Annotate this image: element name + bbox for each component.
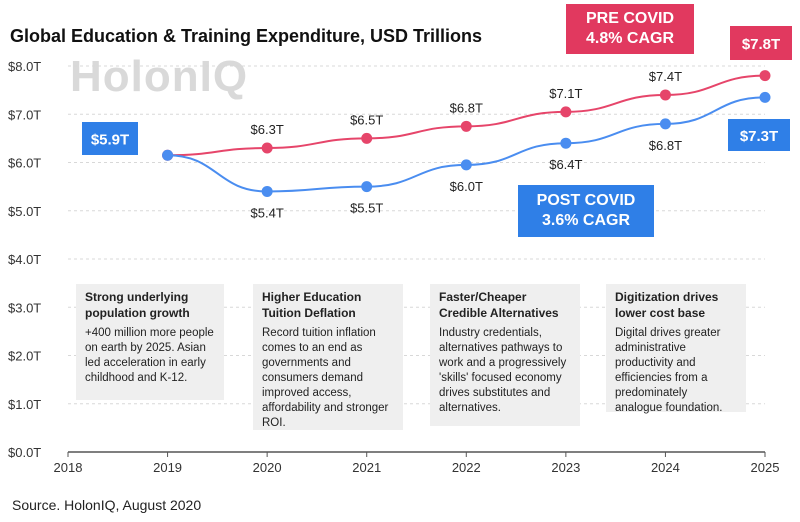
pre-covid-callout-line2: 4.8% CAGR: [585, 30, 675, 47]
annotation-heading: Faster/Cheaper Credible Alternatives: [439, 290, 559, 320]
annotation-body: Industry credentials, alternatives pathw…: [439, 327, 567, 414]
pre-covid-point: [659, 89, 671, 101]
watermark-logo: HolonIQ: [70, 52, 249, 101]
post-covid-point: [560, 137, 572, 149]
annotation-heading: Strong underlying population growth: [85, 290, 190, 320]
x-tick-label: 2018: [54, 460, 83, 475]
x-tick-label: 2023: [551, 460, 580, 475]
post-covid-data-label: $6.4T: [549, 157, 582, 172]
post-covid-point: [261, 185, 273, 197]
post-covid-point: [162, 149, 174, 161]
x-tick-label: 2024: [651, 460, 680, 475]
post-covid-end-label: $7.3T: [740, 128, 778, 145]
y-tick-label: $7.0T: [8, 107, 41, 122]
pre-covid-callout-line1: PRE COVID: [585, 10, 674, 27]
pre-covid-end-label: $7.8T: [742, 36, 780, 53]
post-covid-point: [759, 91, 771, 103]
pre-covid-data-label: $7.4T: [649, 69, 682, 84]
x-tick-label: 2020: [253, 460, 282, 475]
annotation-box-digitization: Digitization drives lower cost base Digi…: [606, 284, 746, 414]
x-tick-label: 2022: [452, 460, 481, 475]
post-covid-callout-line2: 3.6% CAGR: [541, 212, 631, 229]
annotation-body: +400 million more people on earth by 202…: [85, 327, 214, 384]
post-covid-start-label-bg: [82, 122, 138, 155]
pre-covid-point: [759, 70, 771, 82]
pre-covid-point: [560, 106, 572, 118]
x-tick-label: 2021: [352, 460, 381, 475]
post-covid-point: [460, 159, 472, 171]
annotation-body: Record tuition inflation comes to an end…: [262, 327, 389, 429]
post-covid-end-label-bg: [728, 119, 790, 151]
annotation-heading: Higher Education Tuition Deflation: [262, 290, 362, 320]
y-tick-label: $6.0T: [8, 156, 41, 171]
annotation-body: Digital drives greater administrative pr…: [615, 327, 723, 414]
x-tick-label: 2019: [153, 460, 182, 475]
y-tick-label: $8.0T: [8, 59, 41, 74]
post-covid-data-label: $5.5T: [350, 201, 383, 216]
pre-covid-data-label: $6.3T: [251, 122, 284, 137]
pre-covid-data-label: $7.1T: [549, 86, 582, 101]
annotation-box-alternatives: Faster/Cheaper Credible Alternatives Ind…: [430, 284, 580, 426]
post-covid-data-label: $6.8T: [649, 138, 682, 153]
annotation-box-tuition: Higher Education Tuition Deflation Recor…: [253, 284, 403, 430]
post-covid-point: [659, 118, 671, 130]
x-tick-label: 2025: [751, 460, 780, 475]
pre-covid-end-label-bg: [730, 26, 792, 60]
post-covid-data-label: $5.4T: [251, 205, 284, 220]
post-covid-point: [361, 181, 373, 193]
y-tick-label: $2.0T: [8, 349, 41, 364]
post-covid-callout: POST COVID 3.6% CAGR: [518, 185, 654, 237]
annotation-box-population: Strong underlying population growth +400…: [76, 284, 224, 400]
pre-covid-callout: PRE COVID 4.8% CAGR: [566, 4, 694, 54]
post-covid-callout-line1: POST COVID: [536, 192, 636, 209]
post-covid-start-label: $5.9T: [91, 132, 129, 149]
annotation-heading: Digitization drives lower cost base: [615, 290, 719, 320]
post-covid-data-label: $6.0T: [450, 179, 483, 194]
pre-covid-data-label: $6.8T: [450, 100, 483, 115]
y-tick-label: $3.0T: [8, 300, 41, 315]
pre-covid-point: [361, 132, 373, 144]
y-tick-label: $4.0T: [8, 252, 41, 267]
pre-covid-data-label: $6.5T: [350, 112, 383, 127]
source-note: Source. HolonIQ, August 2020: [12, 497, 202, 513]
y-tick-label: $0.0T: [8, 445, 41, 460]
y-tick-label: $5.0T: [8, 204, 41, 219]
pre-covid-point: [460, 120, 472, 132]
y-tick-label: $1.0T: [8, 397, 41, 412]
chart-title: Global Education & Training Expenditure,…: [10, 26, 483, 46]
pre-covid-point: [261, 142, 273, 154]
